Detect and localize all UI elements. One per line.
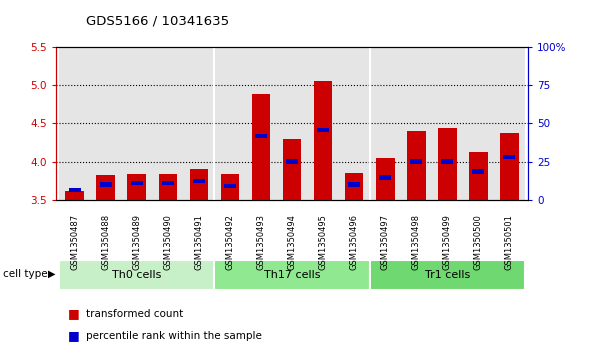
Text: GSM1350489: GSM1350489	[132, 214, 141, 270]
Bar	[432, 47, 463, 200]
Text: ■: ■	[68, 329, 80, 342]
Text: GSM1350490: GSM1350490	[163, 215, 172, 270]
Bar	[159, 175, 177, 200]
Bar	[469, 152, 488, 200]
Bar	[286, 159, 298, 164]
Bar	[401, 47, 432, 200]
Bar	[214, 260, 370, 290]
Text: GSM1350500: GSM1350500	[474, 215, 483, 270]
Bar	[339, 47, 370, 200]
Bar	[376, 158, 395, 200]
Bar	[317, 128, 329, 132]
Text: GSM1350497: GSM1350497	[381, 214, 390, 270]
Bar	[68, 188, 81, 192]
Bar	[463, 47, 494, 200]
Bar	[152, 47, 183, 200]
Bar	[277, 47, 307, 200]
Text: GSM1350495: GSM1350495	[319, 215, 327, 270]
Bar	[59, 47, 90, 200]
Bar	[370, 47, 401, 200]
Text: transformed count: transformed count	[86, 309, 183, 319]
Bar	[410, 159, 422, 164]
Bar	[65, 191, 84, 200]
Bar	[193, 179, 205, 183]
Text: GSM1350501: GSM1350501	[505, 215, 514, 270]
Bar	[127, 175, 146, 200]
Bar	[473, 170, 484, 174]
Bar	[314, 81, 332, 200]
Bar	[245, 47, 277, 200]
Bar	[345, 173, 363, 200]
Bar	[438, 128, 457, 200]
Text: GSM1350488: GSM1350488	[101, 214, 110, 270]
Bar	[162, 181, 174, 185]
Bar	[90, 47, 122, 200]
Bar	[255, 134, 267, 138]
Text: GSM1350494: GSM1350494	[287, 215, 297, 270]
Bar	[407, 131, 425, 200]
Bar	[189, 169, 208, 200]
Bar	[503, 155, 516, 159]
Text: ■: ■	[68, 307, 80, 321]
Bar	[283, 139, 301, 200]
Text: GSM1350487: GSM1350487	[70, 214, 79, 270]
Text: GSM1350496: GSM1350496	[350, 214, 359, 270]
Text: GSM1350492: GSM1350492	[225, 215, 234, 270]
Text: Th0 cells: Th0 cells	[112, 270, 162, 280]
Bar	[214, 47, 245, 200]
Text: Tr1 cells: Tr1 cells	[425, 270, 470, 280]
Bar	[307, 47, 339, 200]
Bar	[122, 47, 152, 200]
Bar	[441, 159, 453, 164]
Text: GDS5166 / 10341635: GDS5166 / 10341635	[86, 15, 229, 28]
Bar	[252, 94, 270, 200]
Bar	[183, 47, 214, 200]
Text: GSM1350491: GSM1350491	[194, 215, 204, 270]
Bar	[131, 181, 143, 185]
Bar	[348, 182, 360, 187]
Bar	[500, 132, 519, 200]
Text: cell type: cell type	[3, 269, 48, 279]
Text: ▶: ▶	[48, 269, 56, 279]
Bar	[379, 175, 391, 180]
Bar	[494, 47, 525, 200]
Text: percentile rank within the sample: percentile rank within the sample	[86, 331, 261, 341]
Bar	[96, 175, 115, 200]
Bar	[221, 175, 240, 200]
Text: GSM1350498: GSM1350498	[412, 214, 421, 270]
Text: Th17 cells: Th17 cells	[264, 270, 320, 280]
Bar	[59, 260, 214, 290]
Text: GSM1350499: GSM1350499	[443, 215, 452, 270]
Text: GSM1350493: GSM1350493	[257, 214, 266, 270]
Bar	[100, 182, 112, 187]
Bar	[370, 260, 525, 290]
Bar	[224, 184, 236, 188]
